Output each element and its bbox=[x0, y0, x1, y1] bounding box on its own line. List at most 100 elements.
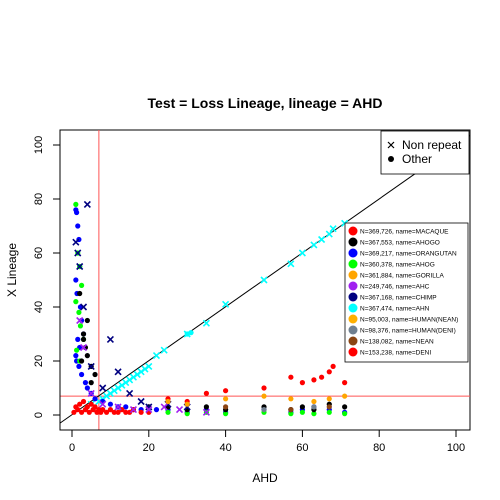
data-point bbox=[123, 404, 129, 410]
cross-stroke bbox=[122, 379, 130, 387]
data-point-cross bbox=[145, 362, 153, 370]
data-point bbox=[76, 363, 82, 369]
cross-stroke bbox=[79, 303, 88, 311]
data-point bbox=[288, 407, 294, 413]
legend-swatch bbox=[348, 226, 358, 236]
y-axis-label: X Lineage bbox=[5, 243, 19, 297]
cross-stroke bbox=[160, 403, 168, 411]
legend-cross-icon bbox=[387, 141, 395, 149]
data-point-cross bbox=[126, 376, 134, 384]
cross-stroke bbox=[310, 241, 318, 249]
data-point bbox=[71, 409, 77, 415]
cross-stroke bbox=[298, 249, 306, 257]
data-point bbox=[311, 411, 317, 417]
data-point-cross bbox=[260, 276, 268, 284]
data-point bbox=[82, 380, 89, 386]
legend-swatch bbox=[348, 259, 358, 269]
y-tick-label: 40 bbox=[33, 301, 45, 313]
data-point bbox=[107, 401, 113, 407]
cross-stroke bbox=[87, 362, 95, 370]
legend-entry-label: N=361,884, name=GORILLA bbox=[360, 272, 444, 279]
data-point bbox=[223, 411, 229, 417]
data-point bbox=[79, 282, 85, 288]
data-point-cross bbox=[79, 303, 88, 311]
x-axis: 0 20 40 60 80 100 bbox=[69, 429, 465, 454]
data-point bbox=[73, 299, 79, 305]
data-point bbox=[92, 404, 98, 410]
data-point bbox=[73, 201, 79, 207]
data-point bbox=[203, 390, 209, 396]
data-point bbox=[74, 209, 80, 216]
legend-swatch bbox=[348, 281, 358, 291]
cross-stroke bbox=[106, 389, 114, 397]
legend-swatch bbox=[348, 237, 358, 247]
data-point bbox=[223, 404, 229, 410]
data-point-cross bbox=[106, 335, 114, 343]
data-point bbox=[75, 407, 81, 413]
data-point bbox=[184, 401, 190, 407]
data-point bbox=[223, 388, 229, 394]
data-point bbox=[73, 277, 79, 283]
data-point bbox=[79, 409, 85, 415]
cross-stroke bbox=[114, 403, 122, 411]
data-point bbox=[79, 371, 85, 378]
cross-stroke bbox=[114, 384, 122, 392]
data-point bbox=[188, 330, 194, 336]
data-point bbox=[165, 398, 171, 405]
data-point-cross bbox=[222, 300, 230, 308]
legend-entry-label: N=138,082, name=NEAN bbox=[360, 338, 434, 345]
data-points bbox=[71, 200, 349, 417]
data-point-cross bbox=[160, 403, 168, 411]
legend-entry-label: N=153,238, name=DENI bbox=[360, 349, 431, 356]
data-point bbox=[107, 407, 113, 413]
legend-entry-label: N=98,376, name=HUMAN(DENI) bbox=[360, 327, 456, 334]
series-legend-box bbox=[344, 222, 469, 363]
data-point bbox=[84, 353, 90, 359]
cross-stroke bbox=[76, 316, 84, 325]
data-point bbox=[326, 396, 332, 402]
data-point-cross bbox=[175, 406, 184, 414]
marker-legend-box bbox=[380, 130, 470, 175]
cross-stroke bbox=[137, 368, 145, 376]
cross-stroke bbox=[152, 352, 161, 360]
data-point bbox=[115, 409, 121, 415]
cross-stroke bbox=[118, 381, 126, 389]
data-point bbox=[288, 396, 294, 402]
cross-stroke bbox=[83, 200, 91, 208]
cross-stroke bbox=[102, 392, 111, 400]
chart-title: Test = Loss Lineage, lineage = AHD bbox=[148, 95, 383, 111]
cross-stroke bbox=[145, 403, 153, 411]
legend-entry-label: N=369,217, name=ORANGUTAN bbox=[360, 250, 457, 257]
data-point bbox=[92, 396, 98, 402]
data-point-cross bbox=[76, 262, 84, 271]
x-axis-label: AHD bbox=[252, 471, 278, 485]
data-point-cross bbox=[114, 403, 122, 411]
data-point bbox=[84, 317, 90, 324]
data-point-cross bbox=[202, 408, 210, 416]
data-point-cross bbox=[152, 352, 161, 360]
data-point bbox=[88, 380, 94, 386]
cross-stroke bbox=[87, 389, 95, 397]
legend-dot-icon bbox=[388, 156, 394, 162]
data-point bbox=[203, 404, 209, 410]
legend-swatch bbox=[348, 292, 358, 302]
data-point bbox=[326, 404, 332, 410]
legend-entry-label: N=249,746, name=AHC bbox=[360, 283, 430, 290]
cross-stroke bbox=[329, 225, 337, 233]
cross-stroke bbox=[99, 400, 107, 408]
data-point-cross bbox=[160, 346, 168, 354]
cross-stroke bbox=[133, 370, 141, 379]
data-point bbox=[288, 374, 294, 380]
legend-entry-label: N=360,378, name=AHOG bbox=[360, 261, 435, 268]
cross-stroke bbox=[126, 376, 134, 384]
data-point-cross bbox=[137, 368, 145, 376]
data-point bbox=[79, 358, 85, 364]
cross-stroke bbox=[126, 389, 134, 397]
x-tick-label: 80 bbox=[373, 442, 385, 454]
data-point bbox=[80, 336, 87, 342]
data-point-cross bbox=[106, 389, 114, 397]
y-tick-label: 60 bbox=[33, 247, 45, 259]
series-legend: N=369,726, name=MACAQUE N=367,553, name=A… bbox=[344, 222, 469, 363]
cross-stroke bbox=[110, 387, 118, 395]
